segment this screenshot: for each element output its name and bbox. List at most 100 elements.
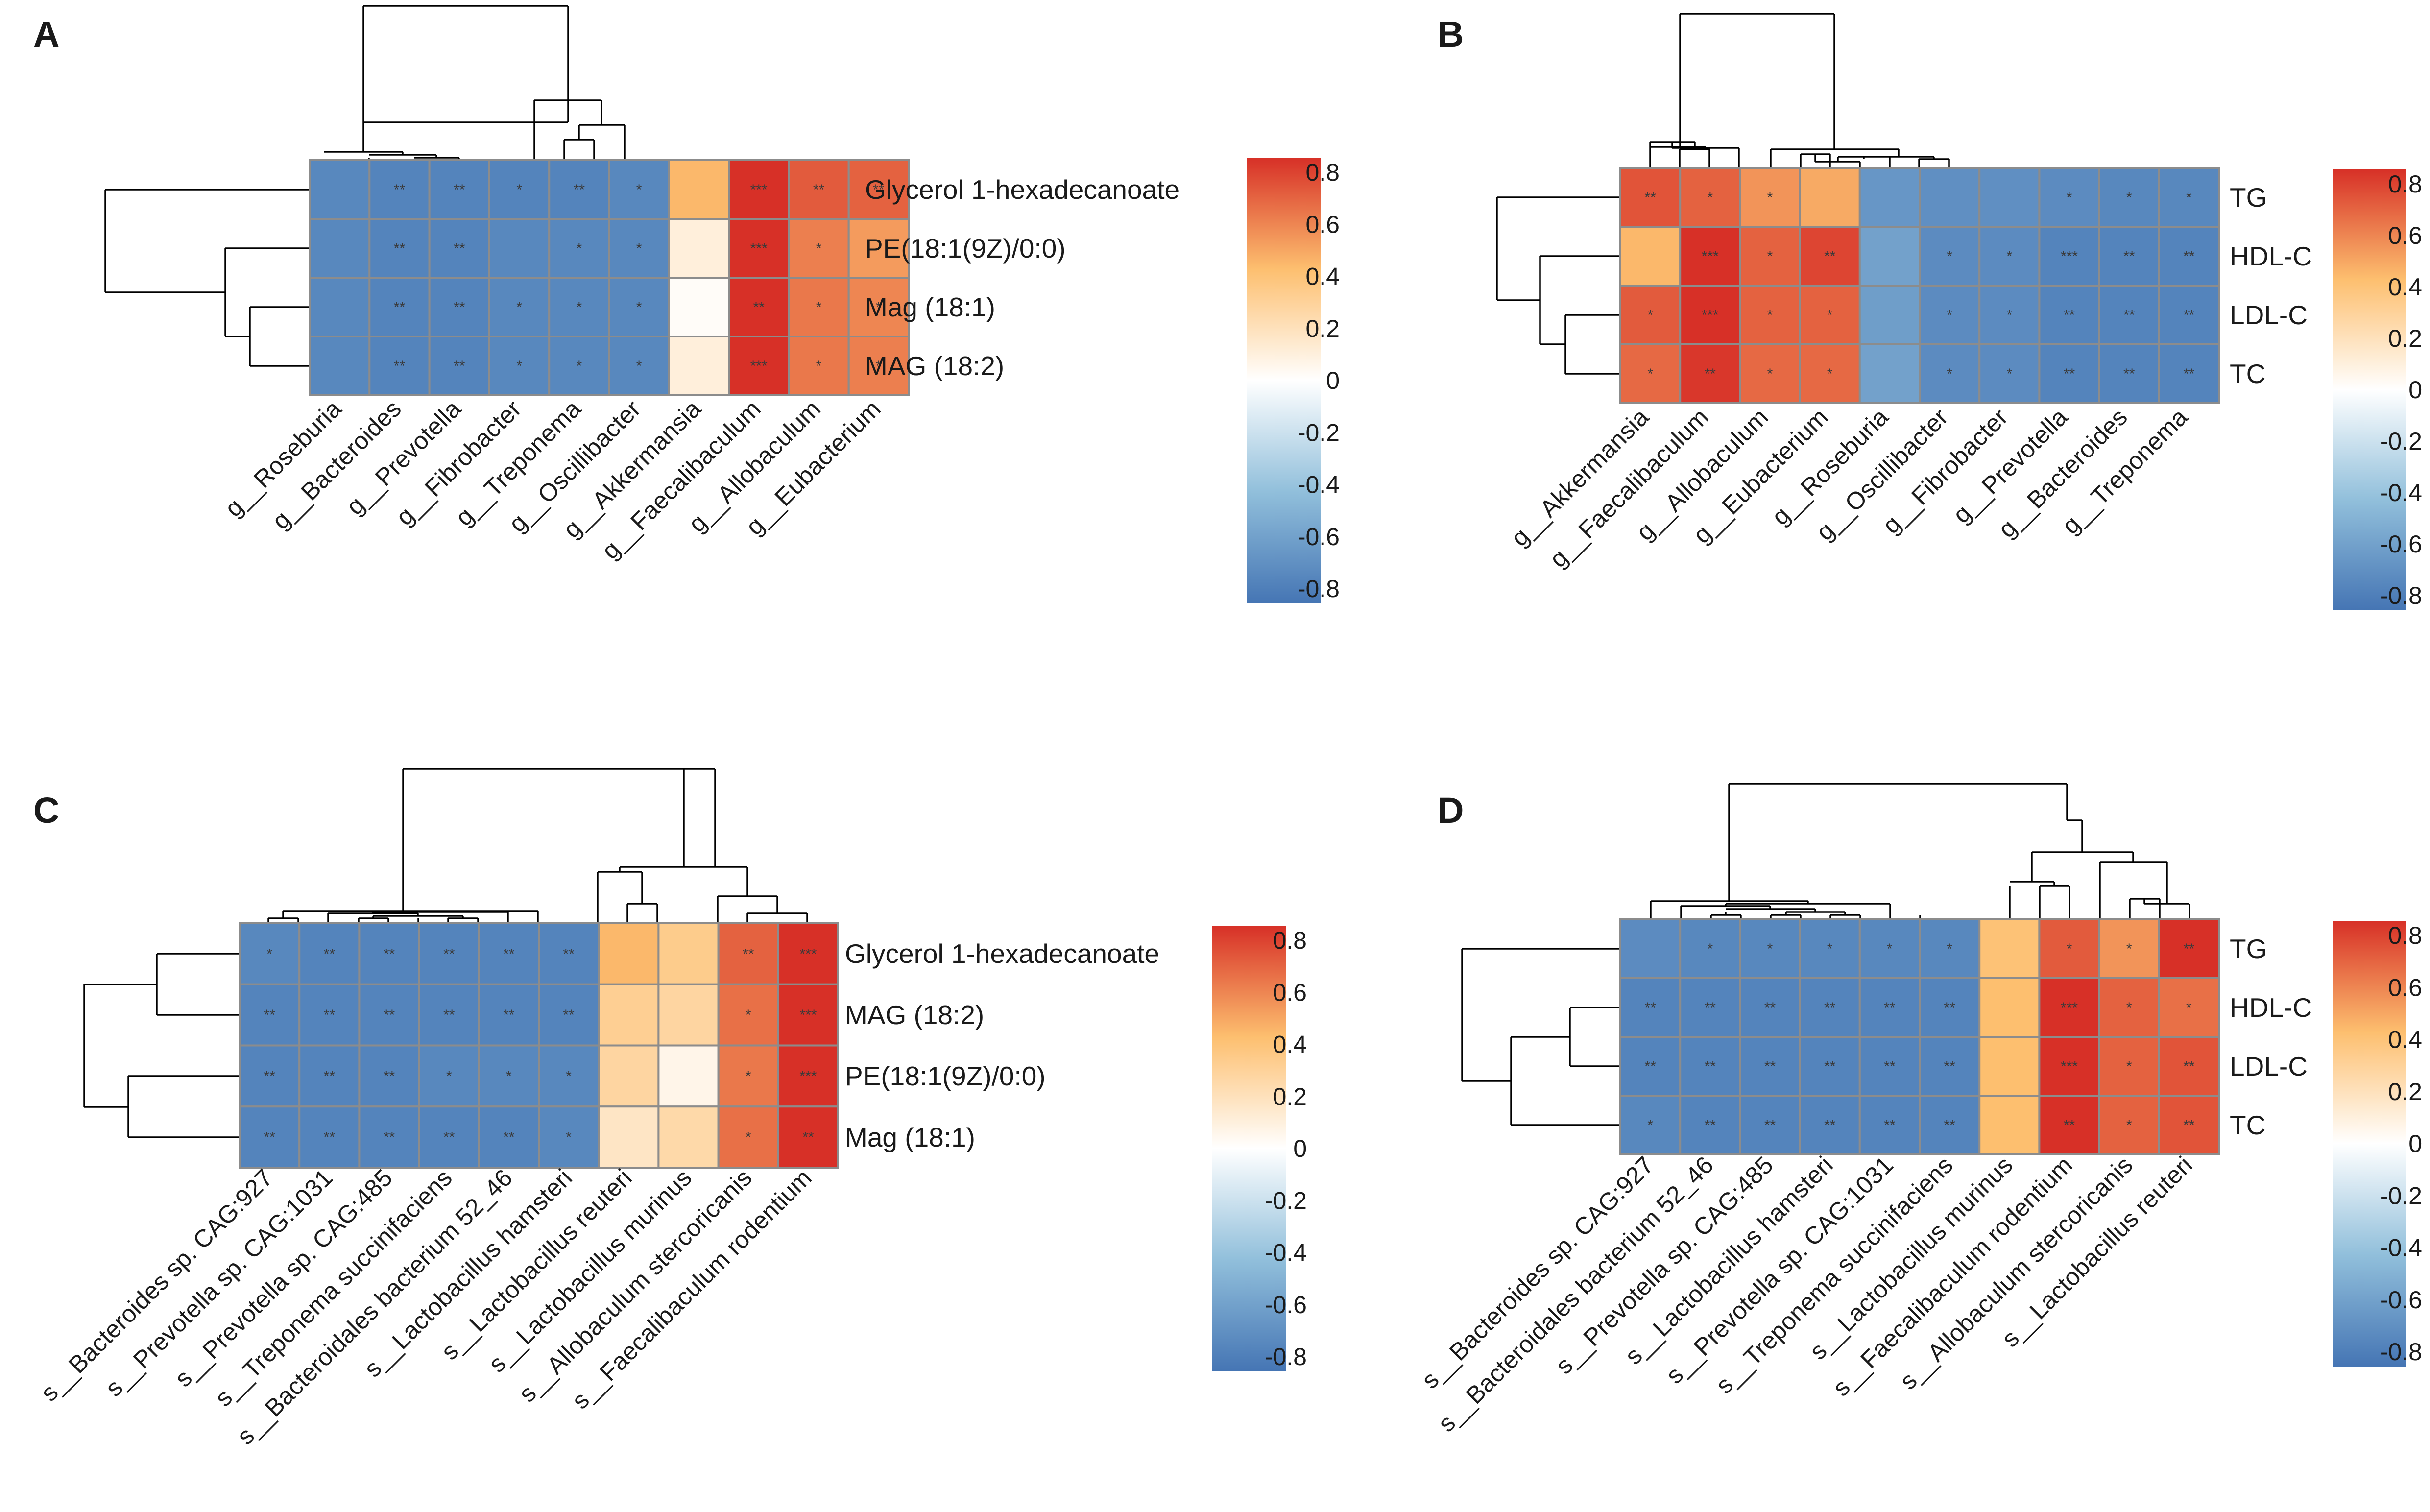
significance-mark: *** [750, 358, 768, 374]
panel-a-col-labels: g__Roseburia g__Bacteroides g__Prevotell… [219, 395, 886, 564]
significance-mark: ** [384, 1068, 395, 1084]
colorbar-tick-label: 0.6 [1305, 211, 1340, 238]
heatmap-cell [1858, 167, 1921, 228]
significance-mark: ** [563, 946, 575, 962]
significance-mark: ** [1764, 1058, 1776, 1075]
panel-c-row-dendrogram [83, 953, 240, 1138]
row-label: LDL-C [2230, 1051, 2308, 1081]
significance-mark: * [1827, 941, 1833, 957]
heatmap-cell [488, 336, 551, 396]
heatmap-cell [1858, 285, 1921, 345]
row-label: TC [2230, 1110, 2265, 1140]
significance-mark: * [1647, 307, 1653, 323]
heatmap-cell [2098, 167, 2160, 228]
heatmap-cell [2158, 285, 2220, 345]
heatmap-cell [2098, 1095, 2160, 1155]
heatmap-cell [488, 277, 551, 337]
heatmap-cell [1679, 918, 1741, 979]
heatmap-cell [1919, 1036, 1981, 1097]
significance-mark: * [1827, 366, 1833, 382]
panel-c-heatmap: * ** ** ** ** ** ** ***** ** ** ** ** ** * ***** ** ** * *… [239, 922, 840, 1169]
significance-mark: *** [750, 240, 768, 257]
heatmap-cell [1799, 977, 1861, 1038]
significance-mark: ** [2123, 307, 2135, 323]
panel-c-col-labels: s__Bacteroides sp. CAG:927 s__Prevotella… [35, 1164, 817, 1450]
heatmap-cell [548, 277, 610, 337]
heatmap-cell [668, 218, 730, 279]
significance-mark: ** [802, 1129, 814, 1146]
colorbar-tick-label: 0.8 [2388, 922, 2422, 949]
significance-mark: * [1767, 248, 1773, 264]
panel-b-heatmap: ** * * * * **** * ** * * *** ** *** *** * * * * ** ** *** ** *… [1619, 167, 2220, 404]
heatmap-cell [2158, 977, 2220, 1038]
heatmap-cell [298, 1044, 361, 1108]
significance-mark: ** [574, 182, 585, 198]
heatmap-cell [668, 336, 730, 396]
heatmap-cell [728, 159, 790, 220]
heatmap-cell [2038, 285, 2100, 345]
significance-mark: * [636, 182, 642, 198]
heatmap-cell [2158, 167, 2220, 228]
panel-a-label: A [33, 14, 59, 54]
heatmap-cell [368, 159, 431, 220]
heatmap-cell [488, 218, 551, 279]
panel-b-row-labels: TG HDL-C LDL-C TC [2230, 182, 2312, 389]
significance-mark: * [1947, 366, 1952, 382]
heatmap-cell [548, 218, 610, 279]
panel-a-row-labels: Glycerol 1-hexadecanoate PE(18:1(9Z)/0:0… [865, 174, 1179, 381]
colorbar-tick-label: 0.6 [1273, 979, 1307, 1006]
significance-mark: ** [1884, 1117, 1896, 1133]
heatmap-cell [2158, 918, 2220, 979]
heatmap-cell [728, 336, 790, 396]
colorbar-gradient [1247, 158, 1321, 603]
heatmap-cell [657, 1044, 720, 1108]
heatmap-cell [1739, 1095, 1801, 1155]
significance-mark: ** [443, 1129, 455, 1146]
significance-mark: ** [324, 946, 336, 962]
significance-mark: ** [1884, 1058, 1896, 1075]
heatmap-cell [538, 1105, 600, 1169]
heatmap-cell [358, 1044, 420, 1108]
heatmap-cell [1739, 918, 1801, 979]
heatmap-cell [668, 277, 730, 337]
heatmap-cell [2158, 226, 2220, 287]
significance-mark: * [636, 358, 642, 374]
colorbar-gradient [2333, 169, 2406, 610]
heatmap-cell [2158, 1036, 2220, 1097]
significance-mark: ** [1944, 1058, 1955, 1075]
significance-mark: ** [264, 1129, 275, 1146]
row-label: TC [2230, 359, 2265, 389]
heatmap-cell [1799, 285, 1861, 345]
row-label: PE(18:1(9Z)/0:0) [865, 233, 1066, 264]
row-label: LDL-C [2230, 300, 2308, 330]
colorbar-tick-label: -0.4 [2380, 1234, 2422, 1262]
heatmap-cell [668, 159, 730, 220]
heatmap-cell [538, 922, 600, 985]
colorbar-tick-label: 0.6 [2388, 222, 2422, 249]
significance-mark: ** [2183, 248, 2195, 264]
significance-mark: * [566, 1129, 572, 1146]
significance-mark: ** [1644, 1058, 1656, 1075]
significance-mark: ** [394, 240, 406, 257]
row-label: Mag (18:1) [845, 1122, 975, 1152]
colorbar-tick-label: 0.2 [1305, 315, 1340, 342]
heatmap-cell [777, 1105, 840, 1169]
heatmap-cell [1619, 285, 1682, 345]
significance-mark: ** [2123, 248, 2135, 264]
heatmap-cell [777, 983, 840, 1047]
colorbar-tick-label: -0.6 [2380, 1286, 2422, 1314]
significance-mark: *** [2061, 248, 2078, 264]
panel-d-heatmap: * * * * * * * **** ** ** ** ** ** *** * *** ** ** ** ** ** **… [1619, 918, 2220, 1155]
heatmap-cell [1619, 918, 1682, 979]
heatmap-cell [847, 218, 910, 279]
row-label: Glycerol 1-hexadecanoate [865, 174, 1179, 205]
heatmap-cell [239, 922, 301, 985]
heatmap-cell [1799, 1095, 1861, 1155]
significance-mark: * [2126, 1058, 2132, 1075]
heatmap-cell [1858, 1095, 1921, 1155]
colorbar-gradient [2333, 921, 2406, 1367]
row-label: MAG (18:2) [845, 1000, 984, 1030]
colorbar-tick-label: 0.4 [2388, 273, 2422, 301]
colorbar-tick-label: -0.6 [2380, 530, 2422, 558]
colorbar-tick-label: -0.4 [2380, 479, 2422, 506]
